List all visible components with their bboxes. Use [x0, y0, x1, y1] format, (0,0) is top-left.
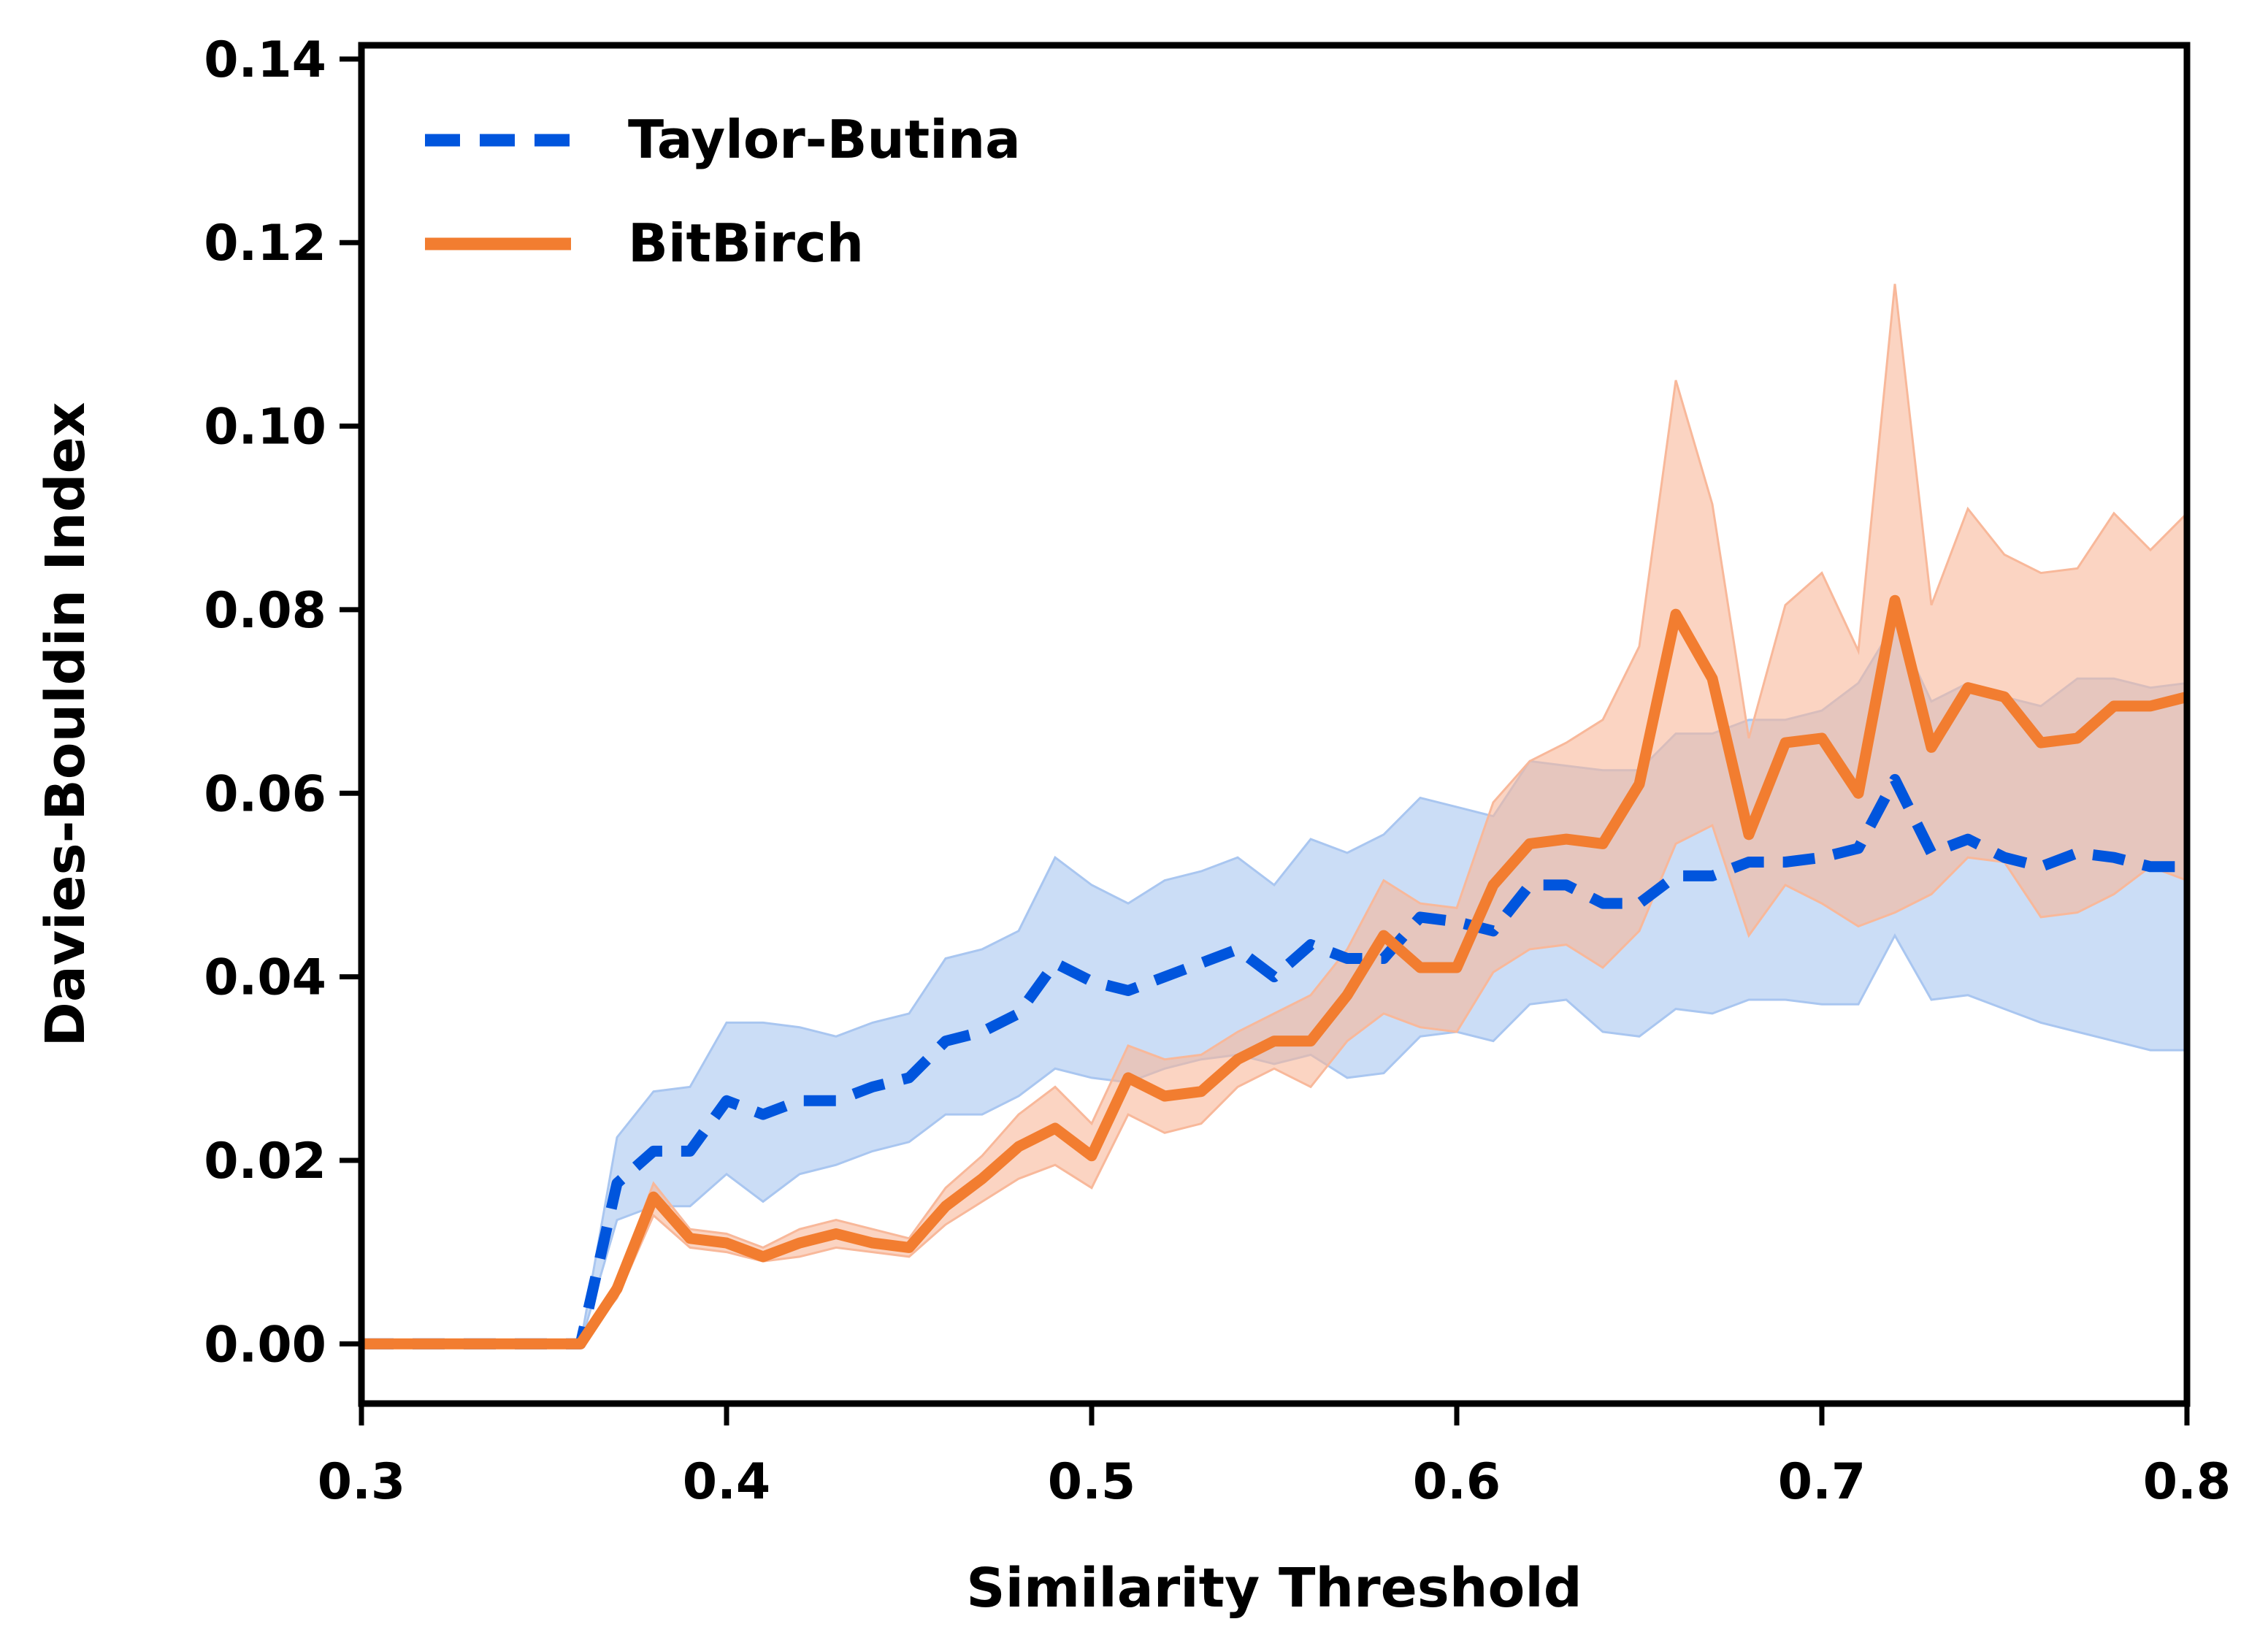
- legend-label-bitbirch: BitBirch: [628, 213, 864, 274]
- y-tick-label: 0.12: [204, 215, 326, 272]
- series-line-bitbirch: [361, 594, 2188, 1350]
- y-tick-label: 0.14: [204, 31, 326, 89]
- y-tick-label: 0.02: [204, 1133, 326, 1190]
- legend-label-taylor-butina: Taylor-Butina: [628, 109, 1021, 170]
- y-tick-label: 0.08: [204, 582, 326, 640]
- x-tick-label: 0.5: [1048, 1453, 1135, 1511]
- y-tick-label: 0.06: [204, 765, 326, 823]
- x-tick-label: 0.7: [1778, 1453, 1866, 1511]
- plot-frame: [358, 42, 2191, 1407]
- x-tick-label: 0.8: [2143, 1453, 2231, 1511]
- series-lines: [361, 594, 2188, 1350]
- y-axis: 0.00 0.02 0.04 0.06 0.08 0.10 0.12 0.14: [204, 31, 361, 1374]
- x-axis-title: Similarity Threshold: [966, 1557, 1582, 1620]
- x-tick-label: 0.4: [683, 1453, 770, 1511]
- y-tick-label: 0.10: [204, 399, 326, 456]
- y-axis-title: Davies-Bouldin Index: [34, 402, 97, 1046]
- y-tick-label: 0.00: [204, 1316, 326, 1374]
- y-tick-label: 0.04: [204, 949, 326, 1007]
- x-tick-label: 0.3: [318, 1453, 405, 1511]
- x-tick-label: 0.6: [1413, 1453, 1501, 1511]
- series-line-taylor-butina: [361, 773, 2187, 1350]
- legend: Taylor-Butina BitBirch: [425, 109, 1021, 274]
- x-axis: 0.3 0.4 0.5 0.6 0.7 0.8: [318, 1404, 2231, 1511]
